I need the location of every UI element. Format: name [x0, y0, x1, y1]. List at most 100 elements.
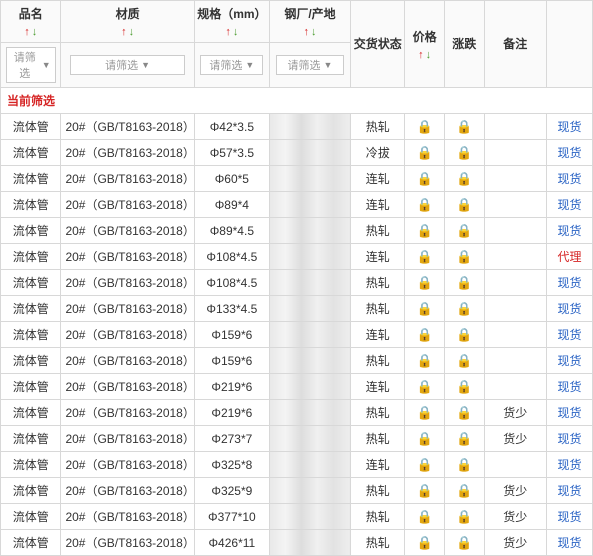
cell-origin-hidden — [269, 530, 350, 556]
cell-trend-locked[interactable]: 🔒 — [444, 452, 484, 478]
cell-price-locked[interactable]: 🔒 — [405, 114, 445, 140]
cell-price-locked[interactable]: 🔒 — [405, 192, 445, 218]
cell-trend-locked[interactable]: 🔒 — [444, 140, 484, 166]
cell-spec: Φ42*3.5 — [194, 114, 269, 140]
cell-remark[interactable]: 现货 — [547, 270, 593, 296]
cell-spec: Φ273*7 — [194, 426, 269, 452]
table-row: 流体管20#（GB/T8163-2018）Φ108*4.5 连轧🔒🔒代理 — [1, 244, 593, 270]
cell-trend-locked[interactable]: 🔒 — [444, 114, 484, 140]
cell-spec: Φ219*6 — [194, 400, 269, 426]
cell-remark[interactable]: 现货 — [547, 374, 593, 400]
filter-origin[interactable]: 请筛选▼ — [276, 55, 345, 75]
cell-origin-hidden — [269, 296, 350, 322]
cell-trend-locked[interactable]: 🔒 — [444, 400, 484, 426]
sort-down-icon[interactable]: ↓ — [426, 49, 432, 61]
table-row: 流体管20#（GB/T8163-2018）Φ60*5 连轧🔒🔒现货 — [1, 166, 593, 192]
header-origin-label: 钢厂/产地 — [272, 5, 348, 22]
cell-material: 20#（GB/T8163-2018） — [61, 166, 194, 192]
cell-trend-locked[interactable]: 🔒 — [444, 192, 484, 218]
cell-price-locked[interactable]: 🔒 — [405, 400, 445, 426]
cell-status: 热轧 — [351, 348, 405, 374]
cell-name: 流体管 — [1, 270, 61, 296]
sort-up-icon[interactable]: ↑ — [24, 26, 30, 38]
sort-up-icon[interactable]: ↑ — [418, 49, 424, 61]
cell-note: 货少 — [484, 530, 547, 556]
lock-icon: 🔒 — [456, 275, 472, 290]
cell-remark[interactable]: 现货 — [547, 530, 593, 556]
filter-name[interactable]: 请筛选▼ — [6, 47, 56, 83]
cell-remark[interactable]: 现货 — [547, 218, 593, 244]
cell-remark[interactable]: 现货 — [547, 452, 593, 478]
cell-price-locked[interactable]: 🔒 — [405, 452, 445, 478]
cell-remark[interactable]: 现货 — [547, 296, 593, 322]
cell-price-locked[interactable]: 🔒 — [405, 322, 445, 348]
cell-status: 连轧 — [351, 192, 405, 218]
cell-trend-locked[interactable]: 🔒 — [444, 166, 484, 192]
cell-trend-locked[interactable]: 🔒 — [444, 322, 484, 348]
table-row: 流体管20#（GB/T8163-2018）Φ325*8 连轧🔒🔒现货 — [1, 452, 593, 478]
cell-remark[interactable]: 现货 — [547, 192, 593, 218]
cell-remark[interactable]: 现货 — [547, 478, 593, 504]
cell-trend-locked[interactable]: 🔒 — [444, 426, 484, 452]
cell-status: 连轧 — [351, 244, 405, 270]
filter-material-cell: 请筛选▼ — [61, 43, 194, 88]
cell-spec: Φ325*9 — [194, 478, 269, 504]
cell-remark[interactable]: 代理 — [547, 244, 593, 270]
header-material-label: 材质 — [63, 5, 191, 22]
header-trend-label: 涨跌 — [447, 35, 482, 52]
lock-icon: 🔒 — [417, 223, 433, 238]
cell-origin-hidden — [269, 140, 350, 166]
cell-remark[interactable]: 现货 — [547, 166, 593, 192]
cell-price-locked[interactable]: 🔒 — [405, 218, 445, 244]
cell-price-locked[interactable]: 🔒 — [405, 270, 445, 296]
cell-remark[interactable]: 现货 — [547, 322, 593, 348]
cell-spec: Φ159*6 — [194, 322, 269, 348]
cell-trend-locked[interactable]: 🔒 — [444, 530, 484, 556]
cell-remark[interactable]: 现货 — [547, 426, 593, 452]
cell-remark[interactable]: 现货 — [547, 348, 593, 374]
cell-price-locked[interactable]: 🔒 — [405, 166, 445, 192]
cell-remark[interactable]: 现货 — [547, 140, 593, 166]
cell-price-locked[interactable]: 🔒 — [405, 348, 445, 374]
cell-trend-locked[interactable]: 🔒 — [444, 244, 484, 270]
cell-price-locked[interactable]: 🔒 — [405, 140, 445, 166]
cell-price-locked[interactable]: 🔒 — [405, 478, 445, 504]
table-row: 流体管20#（GB/T8163-2018）Φ108*4.5 热轧🔒🔒现货 — [1, 270, 593, 296]
cell-remark[interactable]: 现货 — [547, 114, 593, 140]
lock-icon: 🔒 — [456, 353, 472, 368]
cell-price-locked[interactable]: 🔒 — [405, 426, 445, 452]
filter-material[interactable]: 请筛选▼ — [70, 55, 186, 75]
cell-status: 热轧 — [351, 218, 405, 244]
cell-trend-locked[interactable]: 🔒 — [444, 478, 484, 504]
sort-down-icon[interactable]: ↓ — [311, 26, 317, 38]
cell-price-locked[interactable]: 🔒 — [405, 244, 445, 270]
sort-down-icon[interactable]: ↓ — [129, 26, 135, 38]
cell-price-locked[interactable]: 🔒 — [405, 530, 445, 556]
lock-icon: 🔒 — [456, 483, 472, 498]
cell-name: 流体管 — [1, 504, 61, 530]
cell-trend-locked[interactable]: 🔒 — [444, 504, 484, 530]
sort-up-icon[interactable]: ↑ — [304, 26, 310, 38]
sort-down-icon[interactable]: ↓ — [32, 26, 38, 38]
lock-icon: 🔒 — [417, 301, 433, 316]
cell-trend-locked[interactable]: 🔒 — [444, 218, 484, 244]
cell-trend-locked[interactable]: 🔒 — [444, 296, 484, 322]
cell-trend-locked[interactable]: 🔒 — [444, 374, 484, 400]
sort-up-icon[interactable]: ↑ — [121, 26, 127, 38]
cell-trend-locked[interactable]: 🔒 — [444, 270, 484, 296]
sort-up-icon[interactable]: ↑ — [225, 26, 231, 38]
filter-spec[interactable]: 请筛选▼ — [200, 55, 263, 75]
lock-icon: 🔒 — [456, 197, 472, 212]
cell-price-locked[interactable]: 🔒 — [405, 296, 445, 322]
cell-price-locked[interactable]: 🔒 — [405, 374, 445, 400]
lock-icon: 🔒 — [456, 509, 472, 524]
header-status-label: 交货状态 — [353, 35, 402, 52]
cell-note — [484, 270, 547, 296]
cell-note: 货少 — [484, 504, 547, 530]
cell-origin-hidden — [269, 374, 350, 400]
cell-remark[interactable]: 现货 — [547, 504, 593, 530]
cell-price-locked[interactable]: 🔒 — [405, 504, 445, 530]
cell-trend-locked[interactable]: 🔒 — [444, 348, 484, 374]
cell-remark[interactable]: 现货 — [547, 400, 593, 426]
sort-down-icon[interactable]: ↓ — [233, 26, 239, 38]
